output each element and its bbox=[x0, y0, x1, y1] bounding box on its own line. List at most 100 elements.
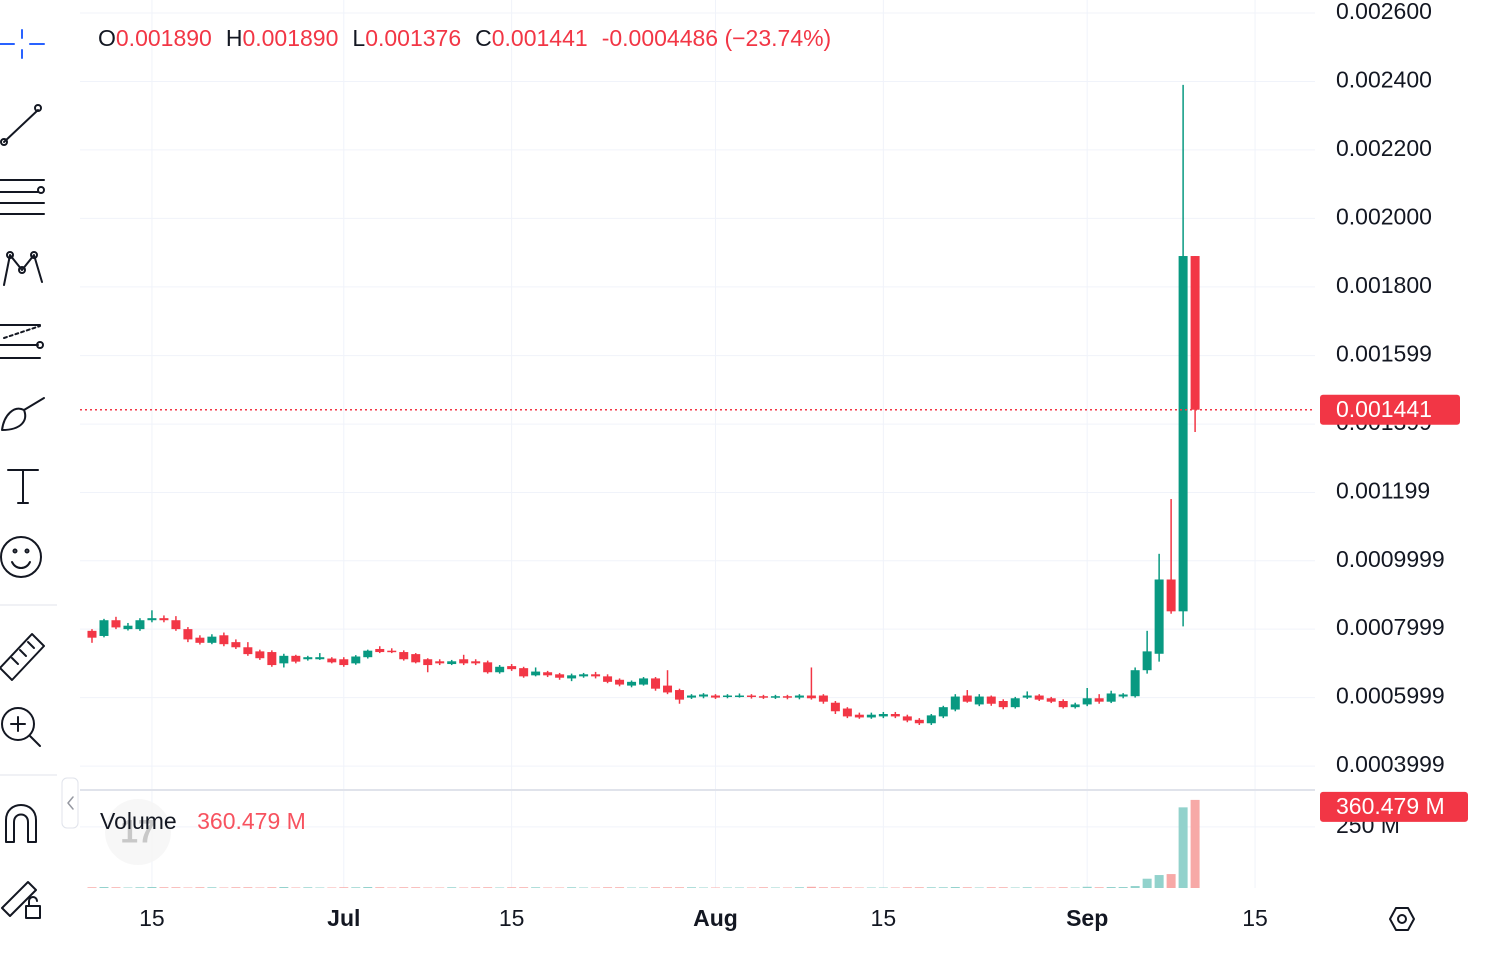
candle-body bbox=[1058, 701, 1068, 708]
emoji-tool[interactable] bbox=[0, 536, 42, 578]
volume-bar bbox=[135, 887, 145, 888]
volume-bar bbox=[615, 887, 625, 888]
candle-body bbox=[986, 696, 996, 704]
candle-body bbox=[123, 625, 133, 630]
volume-bar bbox=[938, 887, 948, 888]
x-tick-label: Jul bbox=[327, 905, 360, 931]
volume-bar bbox=[339, 887, 349, 888]
candle-body bbox=[147, 618, 157, 621]
candle-body bbox=[938, 707, 948, 717]
crosshair-tool[interactable] bbox=[0, 29, 45, 59]
magnet-tool[interactable] bbox=[5, 804, 37, 843]
volume-bar bbox=[950, 887, 960, 888]
volume-bar bbox=[147, 887, 157, 888]
volume-last: 360.479 M bbox=[197, 808, 306, 834]
candle-body bbox=[782, 696, 792, 698]
volume-legend: Volume 360.479 M bbox=[100, 808, 306, 834]
text-tool[interactable] bbox=[7, 469, 39, 504]
x-tick-label: 15 bbox=[1242, 905, 1268, 931]
volume-bar bbox=[1118, 887, 1128, 888]
candle-body bbox=[183, 629, 193, 640]
candle-body bbox=[1178, 256, 1188, 612]
y-tick-label: 0.001199 bbox=[1336, 478, 1430, 504]
forecast-tool[interactable] bbox=[0, 324, 44, 359]
legend-value: 0.001441 bbox=[492, 25, 588, 51]
candle-body bbox=[746, 695, 756, 698]
last-price-label: 0.001441 bbox=[1336, 396, 1432, 422]
legend-value: 0.001376 bbox=[365, 25, 461, 51]
candle-body bbox=[1046, 698, 1056, 702]
candle-body bbox=[902, 716, 912, 721]
candle-body bbox=[854, 714, 864, 718]
y-tick-label: 0.002200 bbox=[1336, 135, 1432, 161]
candle-body bbox=[998, 701, 1008, 708]
candle-body bbox=[411, 654, 421, 663]
volume-bar bbox=[351, 887, 361, 888]
logo[interactable] bbox=[105, 799, 171, 865]
volume-bar bbox=[1154, 875, 1164, 888]
zoom-tool[interactable] bbox=[1, 707, 41, 747]
toolbar bbox=[0, 29, 79, 919]
candle-body bbox=[291, 655, 301, 662]
volume-bar bbox=[1106, 887, 1116, 888]
logo-mark: 17 bbox=[120, 813, 156, 849]
candle-body bbox=[950, 696, 960, 710]
candle-body bbox=[651, 678, 661, 689]
candle-body bbox=[675, 690, 685, 700]
fib-tool[interactable] bbox=[0, 179, 45, 215]
candle-body bbox=[627, 681, 637, 686]
candle-body bbox=[914, 719, 924, 724]
candle-body bbox=[615, 679, 625, 685]
settings-button[interactable] bbox=[1389, 907, 1415, 931]
measure-tool[interactable] bbox=[0, 633, 45, 681]
candle-body bbox=[207, 636, 217, 643]
volume-bar bbox=[687, 887, 697, 888]
volume-bar bbox=[231, 887, 241, 888]
candle-body bbox=[315, 657, 325, 660]
volume-bar bbox=[507, 887, 517, 888]
volume-bar bbox=[1166, 874, 1176, 888]
candle-body bbox=[459, 659, 469, 664]
collapse-toolbar[interactable] bbox=[61, 777, 79, 829]
brush-tool[interactable] bbox=[1, 397, 45, 431]
y-tick-label: 0.001800 bbox=[1336, 272, 1432, 298]
y-tick-label: 0.002400 bbox=[1336, 67, 1432, 93]
volume-bar bbox=[794, 887, 804, 888]
volume-bar bbox=[758, 887, 768, 888]
candle-body bbox=[171, 620, 181, 630]
candle-body bbox=[1118, 694, 1128, 697]
volume-bar bbox=[962, 887, 972, 888]
volume-bar bbox=[471, 887, 481, 888]
y-tick-label: 0.0005999 bbox=[1336, 683, 1445, 709]
ohlc-legend: O0.001890 H0.001890 L0.001376 C0.001441 -0.0… bbox=[98, 25, 831, 51]
pattern-tool[interactable] bbox=[3, 251, 43, 286]
volume-bar bbox=[171, 887, 181, 888]
legend-value: 0.001890 bbox=[116, 25, 212, 51]
candle-body bbox=[243, 647, 253, 655]
candle-body bbox=[387, 650, 397, 653]
volume-bar bbox=[531, 887, 541, 888]
candle-body bbox=[327, 658, 337, 663]
candle-body bbox=[591, 674, 601, 677]
candle-body bbox=[1166, 579, 1176, 612]
volume-name: Volume bbox=[100, 808, 177, 834]
x-tick-label: Aug bbox=[693, 905, 738, 931]
candle-body bbox=[926, 715, 936, 724]
collapse-arrow bbox=[67, 796, 74, 810]
legend-key: H bbox=[226, 25, 243, 51]
candle-body bbox=[267, 652, 277, 666]
candle-body bbox=[687, 695, 697, 698]
y-tick-label: 0.001599 bbox=[1336, 341, 1432, 367]
last-volume-badge bbox=[1320, 791, 1468, 822]
trend-line-tool[interactable] bbox=[0, 104, 42, 146]
candle-body bbox=[279, 655, 289, 664]
volume-bar bbox=[818, 887, 828, 888]
volume-bar bbox=[87, 887, 97, 888]
candle-body bbox=[1010, 698, 1020, 708]
legend-value: 0.001890 bbox=[242, 25, 338, 51]
candle-body bbox=[770, 696, 780, 698]
candle-body bbox=[507, 666, 517, 670]
candle-body bbox=[483, 662, 493, 673]
lock-tool[interactable] bbox=[1, 881, 41, 919]
volume-bar bbox=[375, 887, 385, 888]
